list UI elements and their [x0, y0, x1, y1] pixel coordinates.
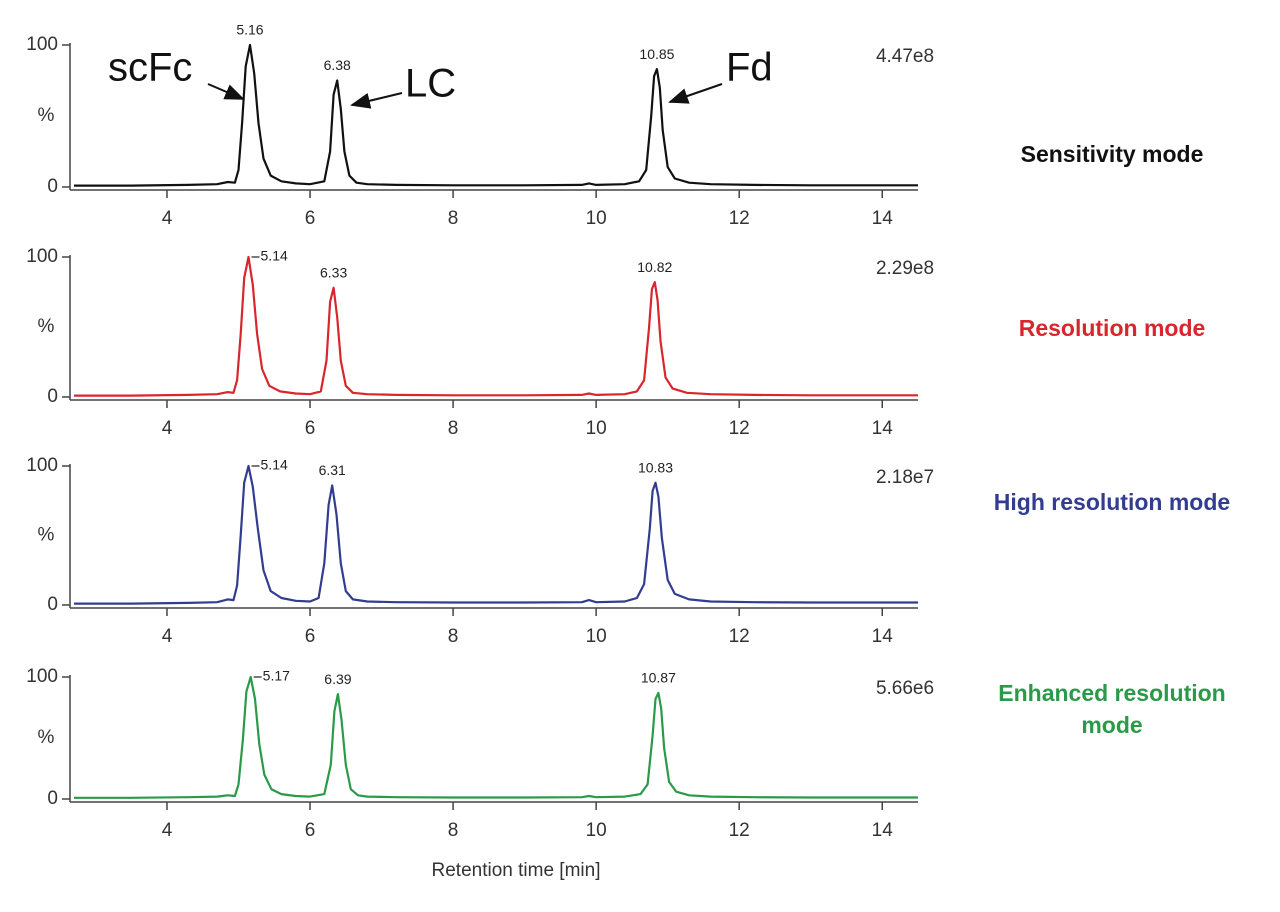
- intensity: 2.29e8: [876, 258, 934, 279]
- trace: [74, 675, 918, 799]
- mode-label: High resolution mode: [993, 489, 1231, 515]
- trace: [74, 43, 918, 187]
- x-tick-label: 8: [448, 820, 459, 841]
- x-tick-label: 4: [162, 820, 173, 841]
- annotation: scFc: [108, 46, 192, 90]
- x-tick-label: 6: [305, 418, 316, 439]
- peak-label: 10.85: [639, 46, 674, 62]
- x-tick-label: 12: [729, 820, 750, 841]
- peak-label: 5.17: [263, 668, 290, 684]
- x-tick-label: 6: [305, 820, 316, 841]
- intensity: 4.47e8: [876, 46, 934, 67]
- x-tick-label: 10: [586, 208, 607, 229]
- x-tick-label: 4: [162, 626, 173, 647]
- y-tick-label: 0: [47, 788, 58, 809]
- intensity: 5.66e6: [876, 678, 934, 699]
- x-tick-label: 14: [872, 418, 894, 439]
- y-tick-label: 0: [47, 594, 58, 615]
- x-tick-label: 12: [729, 208, 750, 229]
- peak-label: 5.16: [236, 22, 263, 38]
- x-tick-label: 10: [586, 626, 607, 647]
- peak-label: 10.87: [641, 670, 676, 686]
- y-tick-label: 0: [47, 176, 58, 197]
- y-tick-label: 100: [26, 34, 58, 55]
- peak-label: 5.14: [261, 248, 288, 264]
- y-tick-label: 100: [26, 246, 58, 267]
- x-tick-label: 6: [305, 208, 316, 229]
- peak-label: 5.14: [261, 457, 288, 473]
- x-tick-label: 10: [586, 418, 607, 439]
- x-tick-label: 4: [162, 418, 173, 439]
- arrow: [207, 83, 245, 100]
- y-axis-label: %: [38, 105, 55, 126]
- x-tick-label: 14: [872, 820, 894, 841]
- peak-label: 10.83: [638, 459, 673, 475]
- mode-label: Sensitivity mode: [1020, 141, 1204, 167]
- x-tick-label: 14: [872, 208, 894, 229]
- mode-label: Resolution mode: [1018, 315, 1206, 341]
- intensity: 2.18e7: [876, 467, 934, 488]
- y-tick-label: 100: [26, 455, 58, 476]
- x-tick-label: 8: [448, 208, 459, 229]
- x-tick-label: 14: [872, 626, 894, 647]
- x-tick-label: 12: [729, 418, 750, 439]
- trace: [74, 255, 918, 397]
- x-tick-label: 6: [305, 626, 316, 647]
- y-axis-label: %: [38, 525, 55, 546]
- peak-label: 6.39: [324, 671, 351, 687]
- annotation: LC: [405, 62, 456, 106]
- peak-label: 6.33: [320, 265, 347, 281]
- x-tick-label: 10: [586, 820, 607, 841]
- y-axis-label: %: [38, 727, 55, 748]
- y-tick-label: 100: [26, 666, 58, 687]
- x-tick-label: 12: [729, 626, 750, 647]
- peak-label: 10.82: [637, 259, 672, 275]
- annotation: Fd: [726, 46, 773, 90]
- x-axis-label: Retention time [min]: [432, 860, 601, 881]
- peak-label: 6.31: [319, 462, 346, 478]
- peak-label: 6.38: [324, 57, 351, 73]
- trace: [74, 464, 918, 605]
- y-tick-label: 0: [47, 386, 58, 407]
- y-axis-label: %: [38, 316, 55, 337]
- x-tick-label: 4: [162, 208, 173, 229]
- arrow: [350, 92, 403, 109]
- x-tick-label: 8: [448, 418, 459, 439]
- x-tick-label: 8: [448, 626, 459, 647]
- arrow: [668, 83, 723, 104]
- mode-label: Enhanced resolution mode: [998, 680, 1226, 738]
